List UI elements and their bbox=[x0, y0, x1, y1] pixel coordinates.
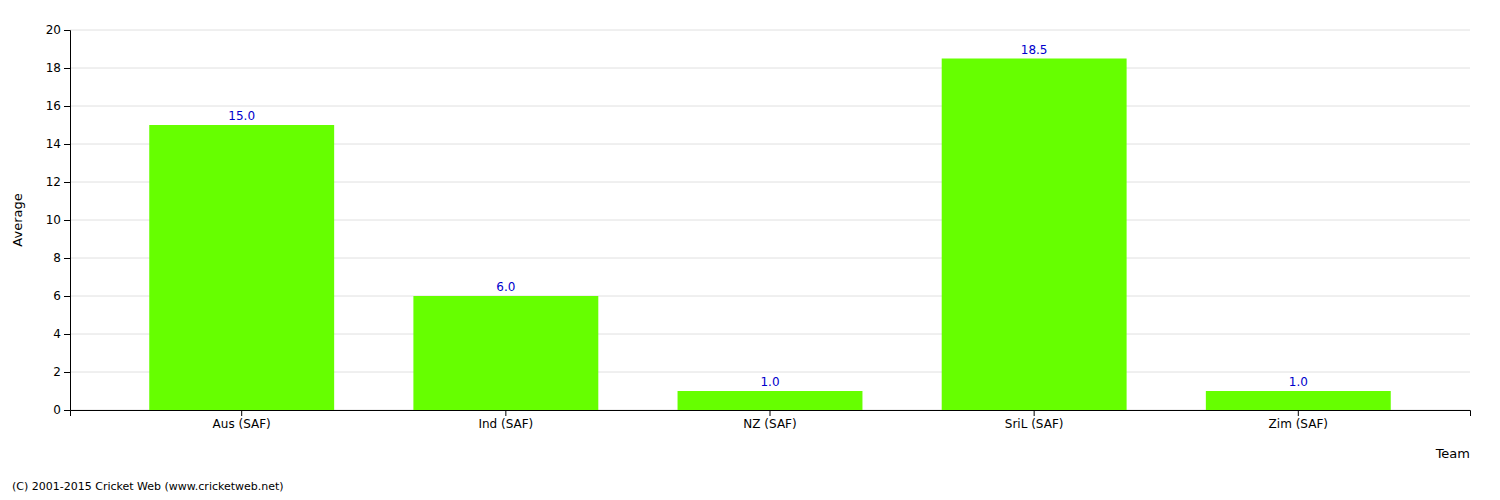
bar bbox=[1206, 391, 1391, 410]
x-tick-label: NZ (SAF) bbox=[743, 417, 796, 431]
y-tick: 10 bbox=[46, 213, 70, 227]
y-tick: 6 bbox=[53, 289, 70, 303]
y-tick-mark bbox=[64, 30, 70, 31]
x-axis-title: Team bbox=[1435, 446, 1470, 461]
footer: (C) 2001-2015 Cricket Web (www.cricketwe… bbox=[12, 480, 284, 493]
x-tick: Ind (SAF) bbox=[478, 410, 533, 431]
y-tick-label: 20 bbox=[46, 23, 61, 37]
x-tick: NZ (SAF) bbox=[743, 410, 796, 431]
x-tick: Aus (SAF) bbox=[213, 410, 271, 431]
x-tick-mark bbox=[505, 410, 506, 416]
x-tick-mark bbox=[1034, 410, 1035, 416]
y-tick-label: 16 bbox=[46, 99, 61, 113]
grid-line bbox=[70, 106, 1470, 107]
bar bbox=[413, 296, 598, 410]
y-tick: 16 bbox=[46, 99, 70, 113]
plot: Aus (SAF) Ind (SAF) NZ (SAF) SriL (SAF) Zim … bbox=[46, 23, 1471, 430]
bar bbox=[942, 59, 1127, 411]
y-tick-label: 0 bbox=[53, 403, 61, 417]
bars bbox=[149, 59, 1391, 411]
y-tick-mark bbox=[64, 144, 70, 145]
grid bbox=[70, 30, 1470, 410]
y-tick: 14 bbox=[46, 137, 70, 151]
y-tick-label: 14 bbox=[46, 137, 61, 151]
y-tick-label: 10 bbox=[46, 213, 61, 227]
y-tick-mark bbox=[64, 372, 70, 373]
x-tick-label: Ind (SAF) bbox=[478, 417, 533, 431]
y-axis: 0 2 4 6 8 10 12 14 16 18 20 bbox=[46, 23, 71, 417]
y-tick-mark bbox=[64, 106, 70, 107]
x-tick-label: Zim (SAF) bbox=[1269, 417, 1328, 431]
x-axis: Aus (SAF) Ind (SAF) NZ (SAF) SriL (SAF) Zim … bbox=[71, 410, 1471, 431]
y-tick: 0 bbox=[53, 403, 70, 417]
x-tick-label: SriL (SAF) bbox=[1005, 417, 1064, 431]
x-tick-mark bbox=[770, 410, 771, 416]
x-tick-label: Aus (SAF) bbox=[213, 417, 271, 431]
data-labels: 15.0 6.0 1.0 18.5 1.0 bbox=[228, 43, 1308, 390]
bar bbox=[149, 125, 334, 410]
y-tick-mark bbox=[64, 68, 70, 69]
y-tick: 4 bbox=[53, 327, 70, 341]
bar bbox=[678, 391, 863, 410]
x-tick: Zim (SAF) bbox=[1269, 410, 1328, 431]
grid-line bbox=[70, 68, 1470, 69]
y-tick-mark bbox=[64, 296, 70, 297]
y-axis-line bbox=[64, 31, 71, 411]
y-tick-mark bbox=[64, 410, 70, 411]
y-tick-label: 12 bbox=[46, 175, 61, 189]
x-tick-mark bbox=[241, 410, 242, 416]
y-tick: 20 bbox=[46, 23, 70, 37]
x-axis-line bbox=[71, 411, 1471, 417]
x-tick-mark bbox=[1298, 410, 1299, 416]
x-tick: SriL (SAF) bbox=[1005, 410, 1064, 431]
y-tick-label: 2 bbox=[53, 365, 61, 379]
y-tick: 8 bbox=[53, 251, 70, 265]
data-label: 6.0 bbox=[496, 280, 515, 294]
y-tick-label: 8 bbox=[53, 251, 61, 265]
y-tick-label: 18 bbox=[46, 61, 61, 75]
y-axis-title: Average bbox=[10, 193, 25, 246]
y-tick-label: 6 bbox=[53, 289, 61, 303]
y-tick: 2 bbox=[53, 365, 70, 379]
y-tick-mark bbox=[64, 334, 70, 335]
data-label: 18.5 bbox=[1021, 43, 1048, 57]
y-tick: 12 bbox=[46, 175, 70, 189]
y-tick-label: 4 bbox=[53, 327, 61, 341]
data-label: 15.0 bbox=[228, 109, 255, 123]
y-tick: 18 bbox=[46, 61, 70, 75]
data-label: 1.0 bbox=[1289, 375, 1308, 389]
chart: Aus (SAF) Ind (SAF) NZ (SAF) SriL (SAF) Zim … bbox=[0, 0, 1500, 500]
y-tick-mark bbox=[64, 182, 70, 183]
data-label: 1.0 bbox=[760, 375, 779, 389]
grid-line bbox=[70, 30, 1470, 31]
y-tick-mark bbox=[64, 220, 70, 221]
y-tick-mark bbox=[64, 258, 70, 259]
